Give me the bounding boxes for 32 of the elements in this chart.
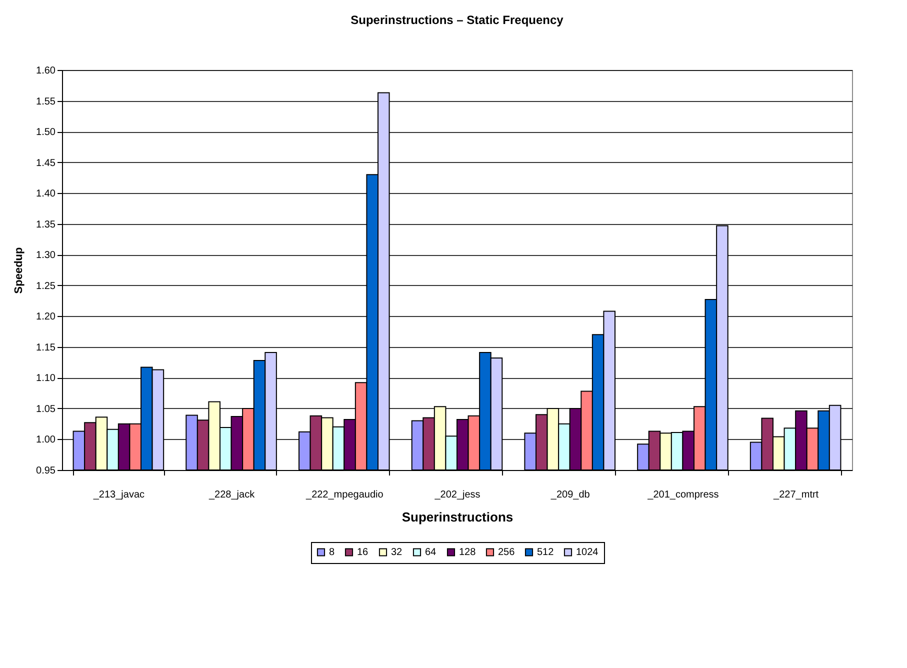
y-tick-label: 1.25 xyxy=(36,280,56,292)
x-tick-label: _202_jess xyxy=(434,490,480,500)
y-tick-label: 1.40 xyxy=(36,188,56,200)
y-tick-label: 1.10 xyxy=(36,373,56,384)
y-tick-label: 1.50 xyxy=(36,127,56,138)
x-tick-label: _222_mpegaudio xyxy=(304,490,384,500)
x-tick-label: _228_jack xyxy=(208,490,256,500)
chart-title: Superinstructions – Static Frequency xyxy=(350,13,564,27)
legend-label: 128 xyxy=(459,547,476,558)
y-tick-label: 1.15 xyxy=(36,342,56,354)
legend-label: 8 xyxy=(329,547,335,558)
legend-label: 32 xyxy=(391,547,403,558)
legend-label: 1024 xyxy=(576,547,599,558)
x-tick-label: _227_mtrt xyxy=(772,490,819,500)
y-tick-label: 1.05 xyxy=(36,404,56,415)
x-axis-title: Superinstructions xyxy=(402,510,514,524)
y-tick-label: 0.95 xyxy=(36,466,56,476)
x-tick-label: _213_javac xyxy=(92,490,145,500)
y-tick-label: 1.20 xyxy=(36,312,56,323)
legend-label: 256 xyxy=(498,547,516,558)
y-tick-label: 1.60 xyxy=(36,66,56,76)
x-tick-label: _209_db xyxy=(550,490,590,500)
y-axis-title: Speedup xyxy=(13,246,26,294)
y-tick-label: 1.30 xyxy=(36,250,56,262)
y-tick-label: 1.55 xyxy=(36,96,56,108)
legend-label: 16 xyxy=(357,547,369,558)
legend-label: 512 xyxy=(537,547,554,558)
y-tick-label: 1.45 xyxy=(36,158,56,169)
legend-label: 64 xyxy=(425,547,437,558)
y-tick-label: 1.00 xyxy=(36,434,56,446)
x-tick-label: _201_compress xyxy=(646,490,719,500)
y-tick-label: 1.35 xyxy=(36,219,56,230)
